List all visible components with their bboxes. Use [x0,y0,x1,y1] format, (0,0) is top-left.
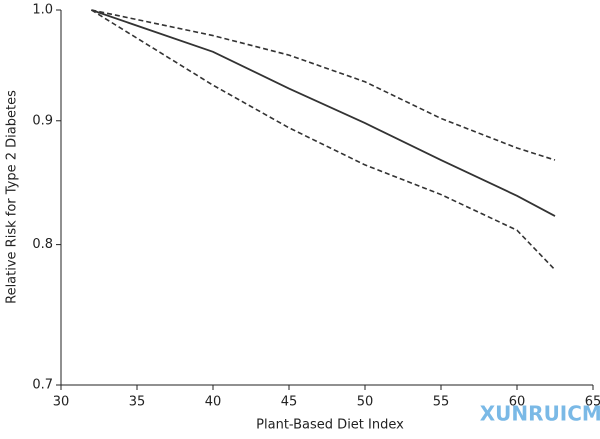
y-axis-label: Relative Risk for Type 2 Diabetes [5,90,20,304]
watermark: XUNRUICMS [480,402,600,426]
y-tick-label: 1.0 [32,3,53,18]
x-tick-label: 35 [129,395,146,410]
x-tick-label: 40 [205,395,222,410]
x-axis-label: Plant-Based Diet Index [256,418,404,433]
series-line [91,9,556,161]
x-tick-label: 60 [509,395,526,410]
y-tick-label: 0.7 [32,378,53,393]
x-tick-label: 55 [433,395,450,410]
x-tick-label: 45 [281,395,298,410]
y-tick-label: 0.9 [32,113,53,128]
x-tick-label: 65 [585,395,600,410]
x-tick-label: 50 [357,395,374,410]
series-line [90,9,556,271]
series-line [91,9,556,217]
x-tick-label: 30 [53,395,70,410]
y-tick-label: 0.8 [32,237,53,252]
